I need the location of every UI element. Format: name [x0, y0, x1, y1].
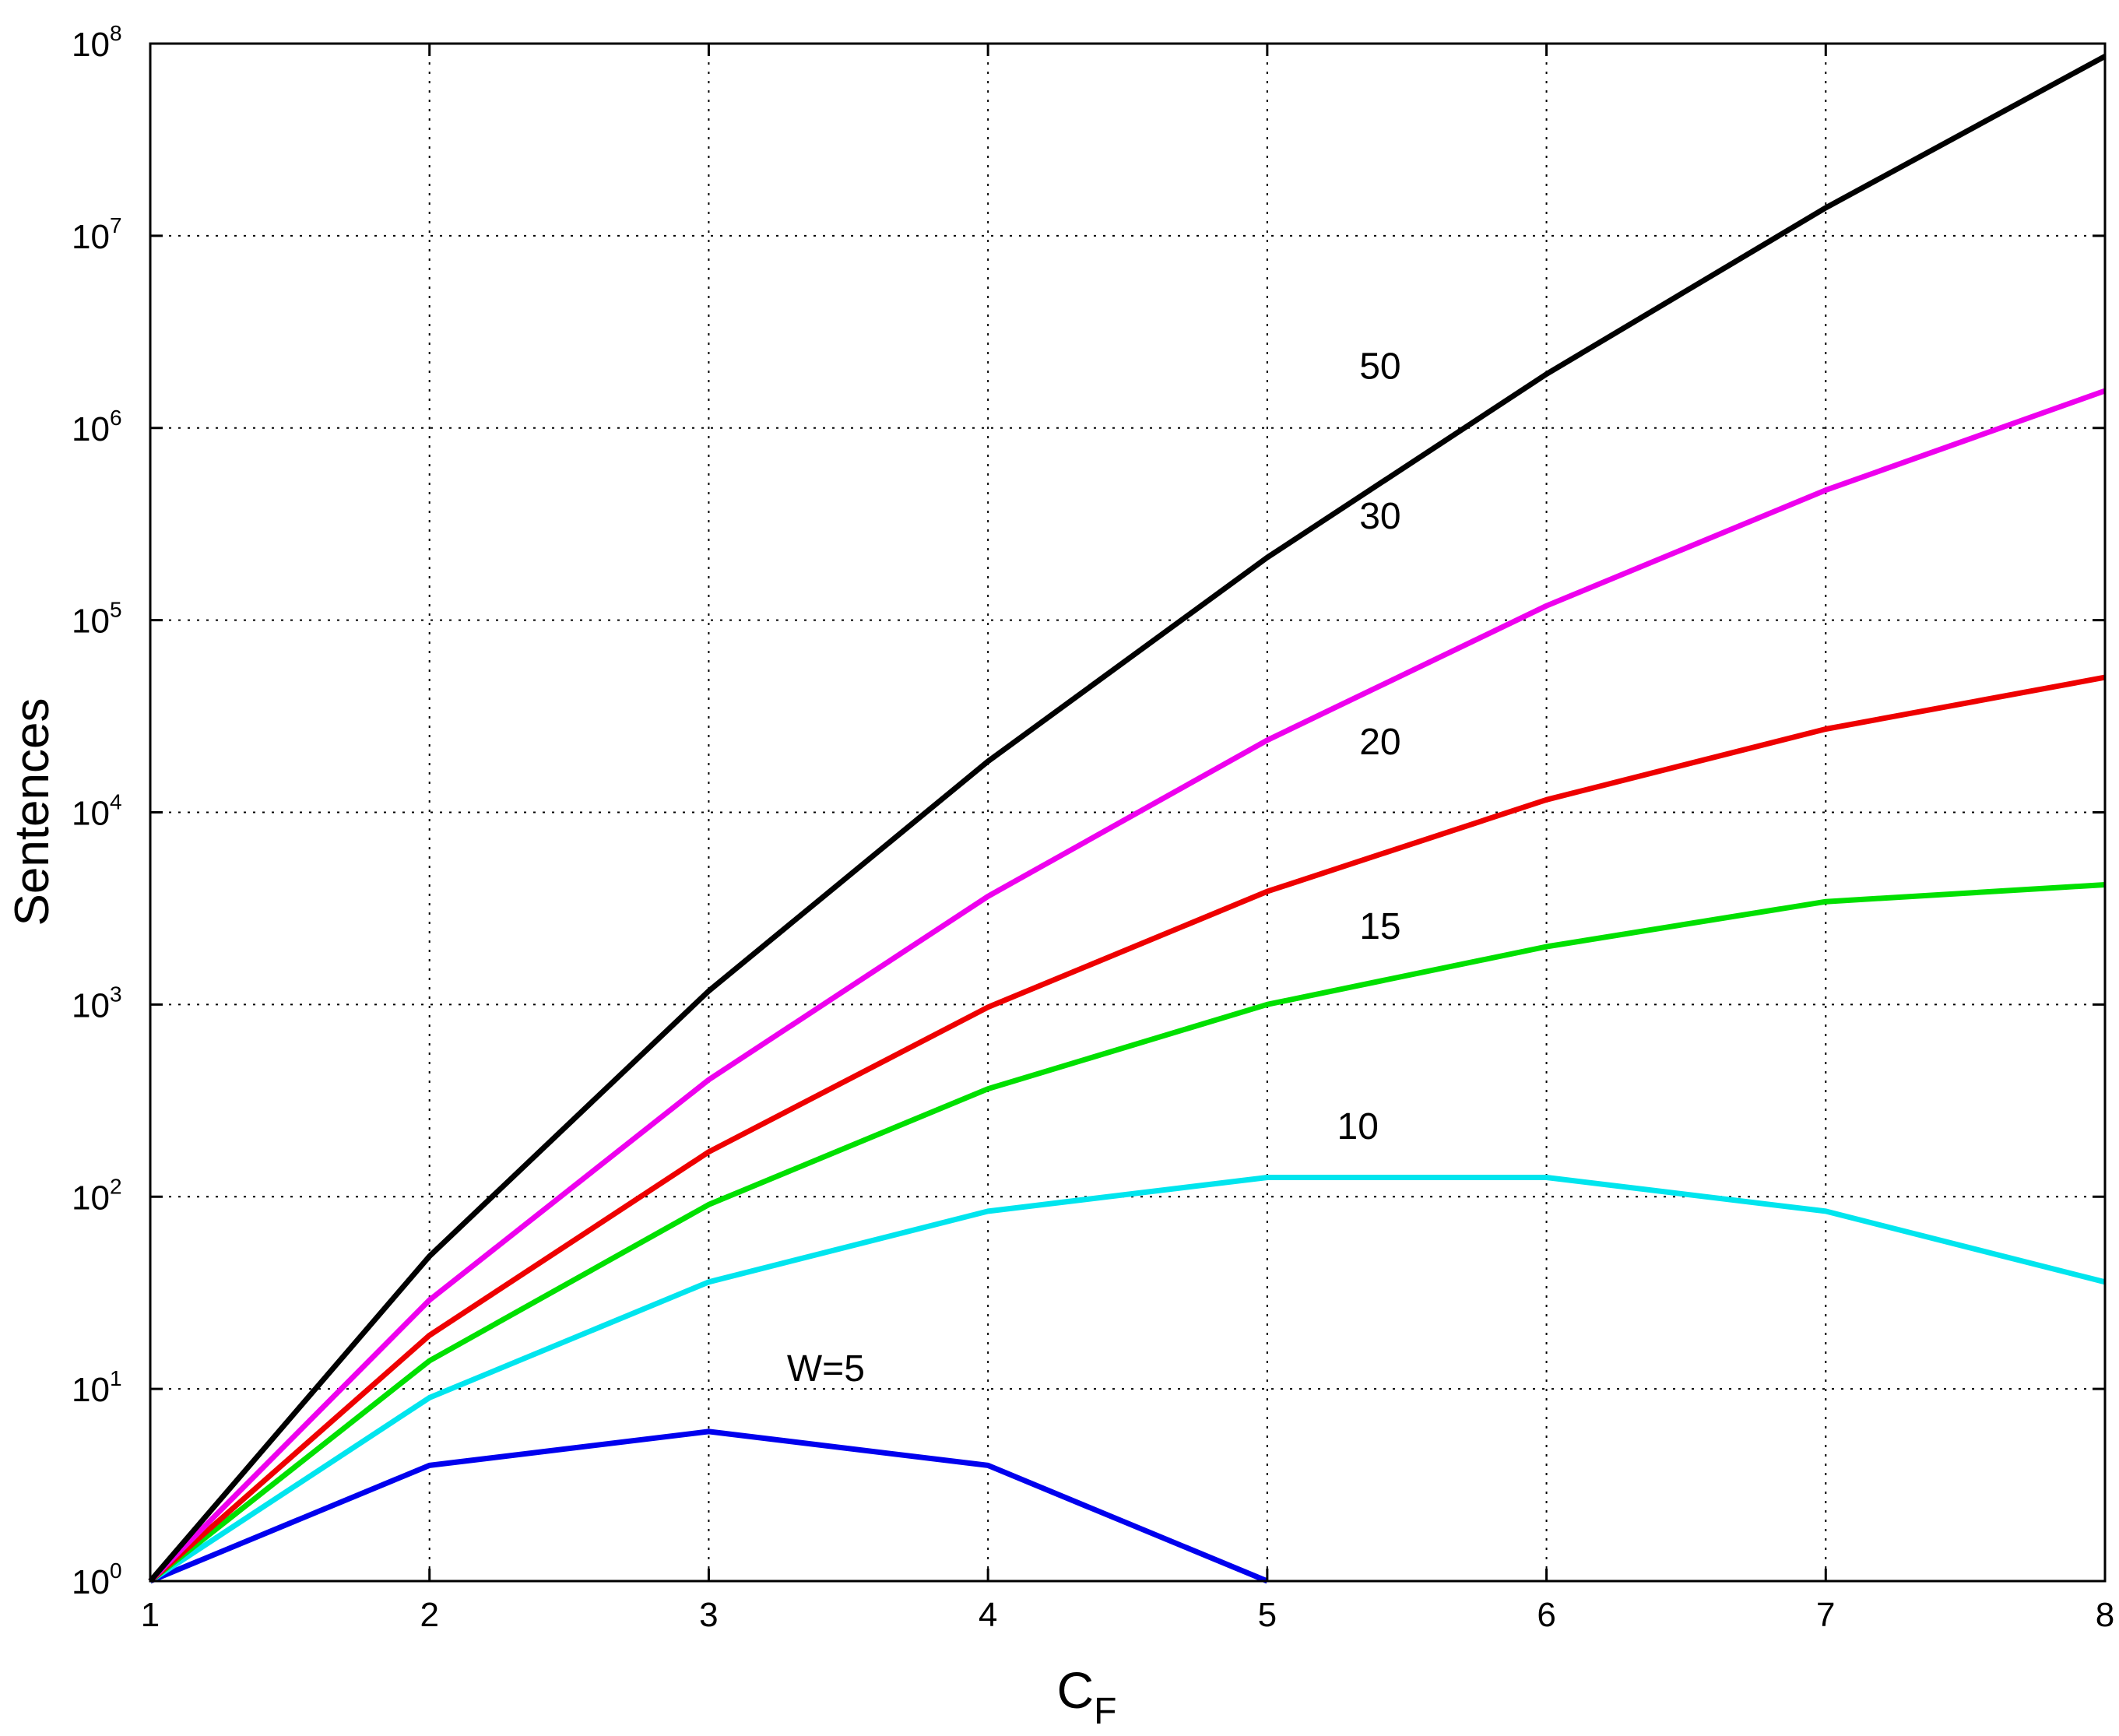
series-label-50: 50 — [1359, 346, 1400, 388]
series-labels: W=5 10 15 20 30 50 — [787, 346, 1401, 1390]
y-tick-label: 104 — [72, 790, 122, 833]
x-axis-title: CF — [1057, 1661, 1117, 1732]
y-tick-label: 108 — [72, 21, 122, 64]
series-line-30 — [148, 388, 2107, 1583]
y-tick-label-base: 10 — [72, 1563, 110, 1601]
x-tick-label: 4 — [979, 1596, 997, 1634]
series-lines — [148, 54, 2107, 1584]
y-tick-label-base: 10 — [72, 218, 110, 256]
y-tick-label: 100 — [72, 1559, 122, 1601]
x-tick-label: 3 — [699, 1596, 718, 1634]
x-tick-label: 7 — [1816, 1596, 1835, 1634]
y-tick-label-base: 10 — [72, 410, 110, 448]
y-tick-label-base: 10 — [72, 1179, 110, 1217]
y-tick-label-exponent: 8 — [110, 21, 122, 45]
y-tick-label-exponent: 2 — [110, 1174, 122, 1198]
series-line-10 — [149, 1175, 2106, 1583]
series-line-50 — [148, 54, 2107, 1583]
x-tick-label: 1 — [141, 1596, 160, 1634]
y-tick-label: 107 — [72, 213, 122, 256]
series-label-w-5: W=5 — [787, 1348, 865, 1390]
y-tick-label: 105 — [72, 598, 122, 641]
series-line-15 — [148, 882, 2106, 1583]
y-tick-label-exponent: 1 — [110, 1366, 122, 1390]
y-tick-label-base: 10 — [72, 986, 110, 1024]
y-tick-label: 103 — [72, 982, 122, 1024]
y-tick-label-exponent: 7 — [110, 213, 122, 237]
y-tick-label: 101 — [72, 1366, 122, 1409]
series-label-15: 15 — [1359, 906, 1400, 947]
y-tick-label-exponent: 3 — [110, 982, 122, 1006]
series-label-30: 30 — [1359, 496, 1400, 537]
series-label-10: 10 — [1337, 1106, 1379, 1147]
y-tick-label-exponent: 4 — [110, 790, 122, 814]
series-line-20 — [148, 674, 2106, 1583]
y-tick-label: 102 — [72, 1174, 122, 1217]
y-tick-label-base: 10 — [72, 603, 110, 641]
y-tick-label: 106 — [72, 406, 122, 448]
y-tick-label-exponent: 0 — [110, 1559, 122, 1583]
x-axis-title-subscript: F — [1094, 1691, 1116, 1732]
x-tick-label: 6 — [1537, 1596, 1555, 1634]
grid — [150, 44, 2105, 1581]
series-label-20: 20 — [1359, 722, 1400, 763]
y-tick-label-exponent: 5 — [110, 598, 122, 622]
series-line-w-5 — [149, 1429, 1269, 1584]
y-tick-label-base: 10 — [72, 795, 110, 833]
y-tick-label-base: 10 — [72, 26, 110, 64]
x-tick-label: 8 — [2096, 1596, 2114, 1634]
x-axis-title-main: C — [1057, 1661, 1095, 1719]
y-tick-label-exponent: 6 — [110, 406, 122, 430]
x-tick-label: 5 — [1258, 1596, 1277, 1634]
x-tick-label: 2 — [420, 1596, 438, 1634]
y-axis-title: Sentences — [5, 698, 59, 926]
y-tick-label-base: 10 — [72, 1371, 110, 1409]
